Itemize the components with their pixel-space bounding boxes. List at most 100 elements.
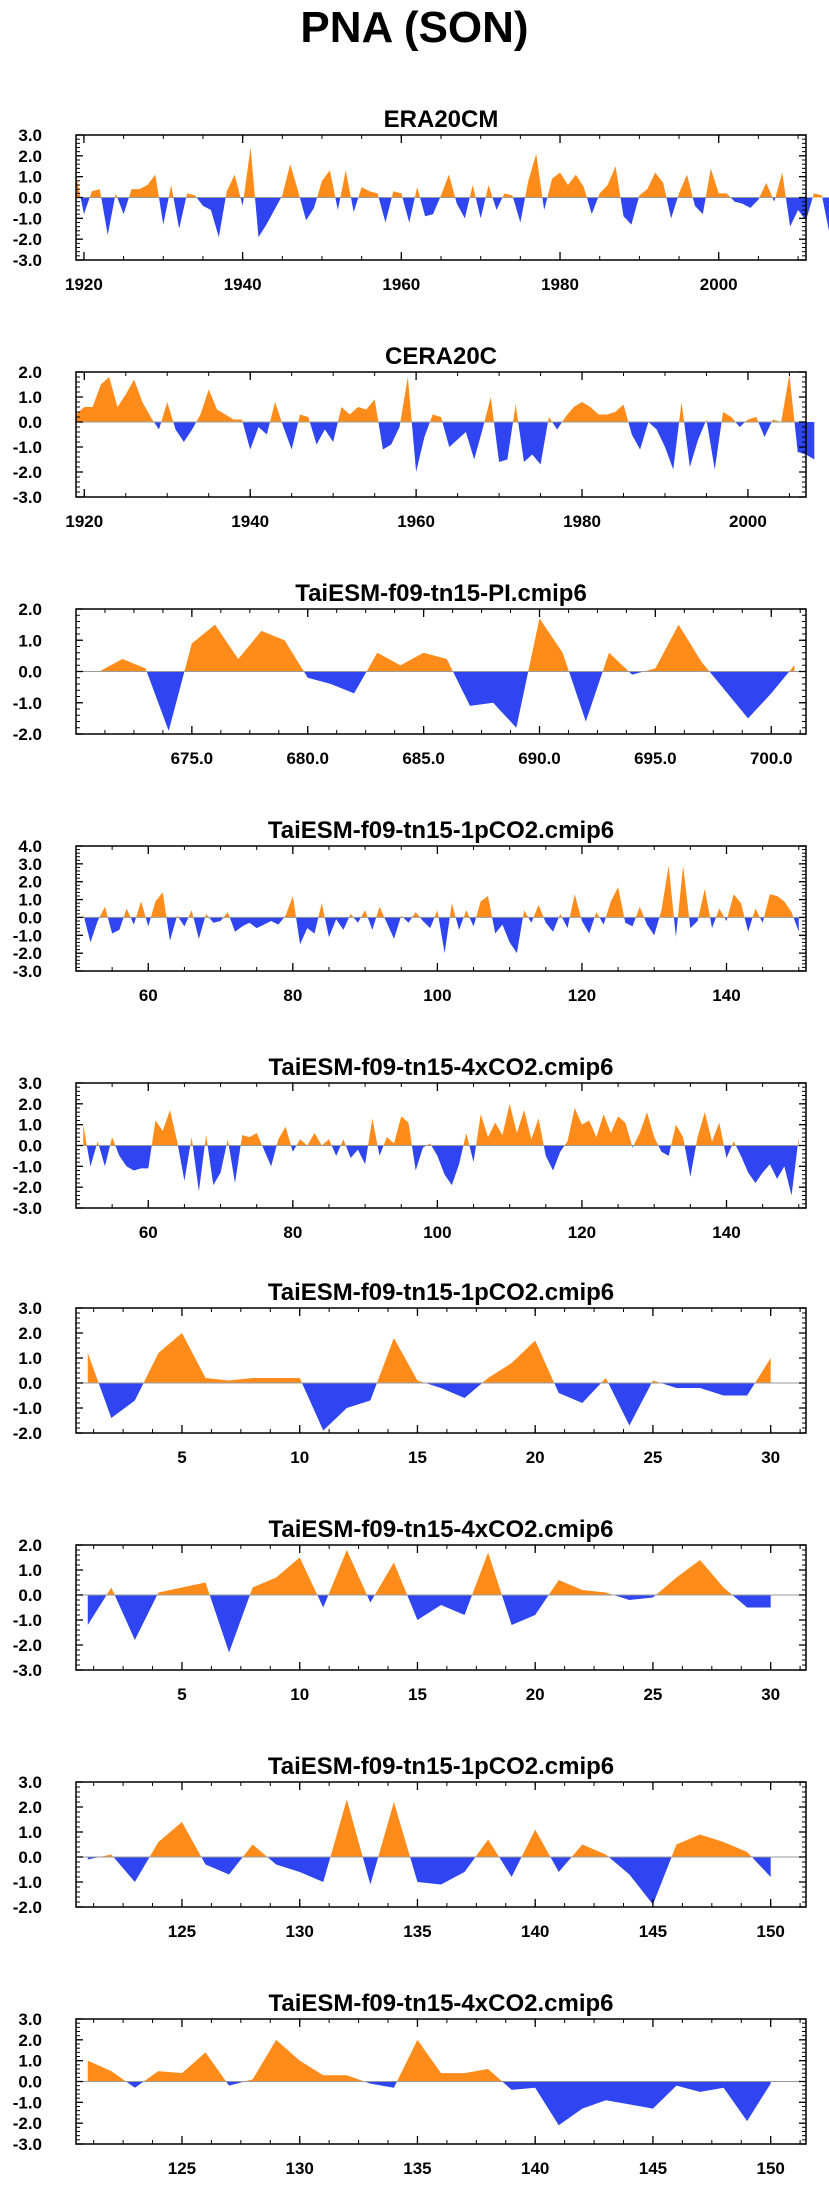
- y-tick-label: 1.0: [18, 1823, 42, 1842]
- y-tick-label: -3.0: [13, 1661, 42, 1680]
- x-tick-label: 125: [168, 1922, 196, 1941]
- y-tick-label: -3.0: [13, 1199, 42, 1218]
- panel-9: TaiESM-f09-tn15-4xCO2.cmip63.02.01.00.0-…: [13, 1990, 807, 2178]
- y-tick-label: 1.0: [18, 891, 42, 910]
- x-tick-label: 135: [403, 2159, 431, 2178]
- x-tick-label: 60: [139, 1223, 158, 1242]
- positive-area: [87, 1550, 771, 1595]
- x-tick-label: 680.0: [286, 749, 329, 768]
- negative-area: [87, 1595, 771, 1653]
- x-tick-label: 675.0: [171, 749, 214, 768]
- y-tick-label: 2.0: [18, 363, 42, 382]
- x-tick-label: 60: [139, 986, 158, 1005]
- x-tick-label: 25: [643, 1685, 662, 1704]
- x-tick-label: 700.0: [750, 749, 793, 768]
- x-tick-label: 120: [568, 1223, 596, 1242]
- y-tick-label: -3.0: [13, 2135, 42, 2154]
- panel-3: TaiESM-f09-tn15-PI.cmip6 2.0 1.0 0.0 -1.0 -2.…: [13, 580, 807, 768]
- x-tick-label: 140: [521, 2159, 549, 2178]
- y-tick-label: -2.0: [13, 1424, 42, 1443]
- y-tick-label: -1.0: [13, 1157, 42, 1176]
- panel-1: ERA20CM 3.0 2.0 1.0 0.0-1.0 -2.0 -3.0 1920 1940 1…: [13, 106, 829, 294]
- x-tick-label: 30: [761, 1685, 780, 1704]
- panel-5: TaiESM-f09-tn15-4xCO2.cmip63.02.01.00.0-…: [13, 1054, 807, 1242]
- panel-title: TaiESM-f09-tn15-4xCO2.cmip6: [269, 1990, 614, 2017]
- plot-frame: [75, 1781, 807, 1908]
- panel-2: CERA20C 2.0 1.0 0.0 -1.0 -2.0 -3.0 1920 1940 1960…: [13, 343, 815, 531]
- x-tick-label: 1940: [231, 512, 269, 531]
- x-tick-label: 690.0: [518, 749, 561, 768]
- x-tick-label: 1980: [541, 275, 579, 294]
- x-tick-label: 140: [712, 1223, 740, 1242]
- x-tick-label: 1980: [563, 512, 601, 531]
- y-tick-label: 0.0: [18, 1586, 42, 1605]
- y-tick-label: 2.0: [18, 1324, 42, 1343]
- x-tick-label: 150: [756, 2159, 784, 2178]
- x-tick-label: 130: [286, 1922, 314, 1941]
- panel-title: TaiESM-f09-tn15-PI.cmip6: [295, 580, 587, 607]
- y-tick-label: 1.0: [18, 1116, 42, 1135]
- y-tick-label: 3.0: [18, 1074, 42, 1093]
- x-tick-label: 1920: [65, 275, 103, 294]
- x-tick-label: 10: [290, 1685, 309, 1704]
- plot-frame: [75, 845, 807, 972]
- y-tick-label: -1.0: [13, 1873, 42, 1892]
- y-tick-label: -2.0: [13, 1178, 42, 1197]
- y-tick-label: 2.0: [18, 2031, 42, 2050]
- y-tick-label: -1.0: [13, 694, 42, 713]
- positive-area: [87, 2039, 771, 2082]
- y-tick-label: 0.0: [18, 413, 42, 432]
- x-tick-label: 10: [290, 1448, 309, 1467]
- x-tick-label: 145: [639, 1922, 667, 1941]
- y-tick-label: 0.0: [18, 1374, 42, 1393]
- x-tick-label: 1960: [382, 275, 420, 294]
- x-tick-label: 1920: [65, 512, 103, 531]
- y-tick-label: -3.0: [13, 962, 42, 981]
- x-tick-label: 30: [761, 1448, 780, 1467]
- y-tick-label: -1.0: [13, 438, 42, 457]
- x-tick-label: 5: [177, 1448, 186, 1467]
- plot-frame: [75, 1307, 807, 1434]
- y-tick-label: 2.0: [18, 873, 42, 892]
- panel-title: TaiESM-f09-tn15-1pCO2.cmip6: [268, 817, 614, 844]
- y-tick-label: 0.0: [18, 908, 42, 927]
- y-tick-label: 1.0: [18, 388, 42, 407]
- y-tick-label: -2.0: [13, 463, 42, 482]
- positive-area: [83, 865, 799, 918]
- x-tick-label: 140: [712, 986, 740, 1005]
- panel-title: TaiESM-f09-tn15-4xCO2.cmip6: [269, 1516, 614, 1543]
- x-tick-label: 120: [568, 986, 596, 1005]
- y-tick-label: 2.0: [18, 1798, 42, 1817]
- panel-title: TaiESM-f09-tn15-1pCO2.cmip6: [268, 1279, 614, 1306]
- y-tick-label: 0.0: [18, 663, 42, 682]
- y-tick-label: -3.0: [13, 251, 42, 270]
- y-tick-label: -2.0: [13, 725, 42, 744]
- panel-8: TaiESM-f09-tn15-1pCO2.cmip6 3.0 2.0 1.0 0.0 -…: [13, 1753, 807, 1941]
- x-tick-label: 145: [639, 2159, 667, 2178]
- x-tick-label: 100: [423, 1223, 451, 1242]
- figure-title: PNA (SON): [300, 3, 529, 52]
- y-tick-label: -2.0: [13, 1636, 42, 1655]
- positive-area: [76, 374, 815, 422]
- panel-6: TaiESM-f09-tn15-1pCO2.cmip6 3.0 2.0 1.0 0.0 -…: [13, 1279, 807, 1467]
- negative-area: [76, 197, 829, 238]
- positive-area: [76, 147, 829, 198]
- y-tick-label: 4.0: [18, 837, 42, 856]
- y-tick-label: 2.0: [18, 1536, 42, 1555]
- y-tick-label: 1.0: [18, 1561, 42, 1580]
- panel-title: TaiESM-f09-tn15-1pCO2.cmip6: [268, 1753, 614, 1780]
- x-tick-label: 15: [408, 1685, 427, 1704]
- y-tick-label: -1.0: [13, 1399, 42, 1418]
- panel-title: ERA20CM: [384, 106, 499, 133]
- y-tick-label: 3.0: [18, 2010, 42, 2029]
- x-tick-label: 20: [526, 1448, 545, 1467]
- negative-area: [87, 1383, 771, 1431]
- x-tick-label: 80: [283, 1223, 302, 1242]
- x-tick-label: 100: [423, 986, 451, 1005]
- positive-area: [99, 618, 795, 672]
- negative-area: [83, 1145, 799, 1196]
- y-tick-label: 3.0: [18, 1299, 42, 1318]
- y-tick-label: -2.0: [13, 1898, 42, 1917]
- y-tick-label: 3.0: [18, 1773, 42, 1792]
- y-tick-label: 2.0: [18, 600, 42, 619]
